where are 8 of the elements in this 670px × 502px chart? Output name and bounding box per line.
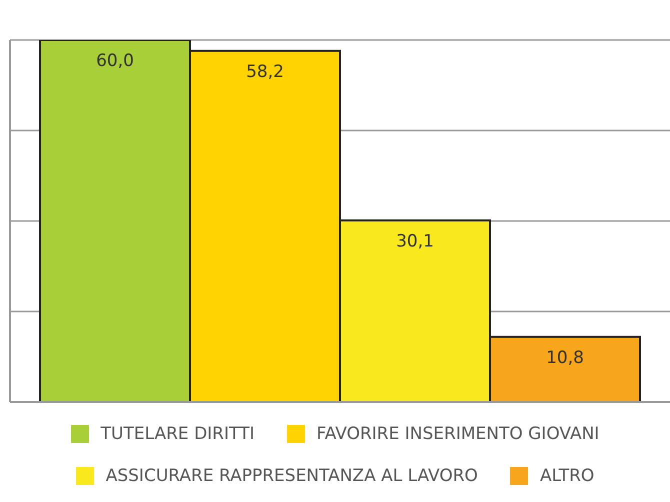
data-label: 58,2 xyxy=(246,62,284,82)
legend-label: TUTELARE DIRITTI xyxy=(100,424,254,444)
legend-label: ASSICURARE RAPPRESENTANZA AL LAVORO xyxy=(106,466,478,486)
data-label: 60,0 xyxy=(96,51,134,72)
legend-label: ALTRO xyxy=(540,466,594,486)
legend-label: FAVORIRE INSERIMENTO GIOVANI xyxy=(316,424,600,444)
data-label: 10,8 xyxy=(546,348,584,368)
data-label: 30,1 xyxy=(396,231,434,252)
